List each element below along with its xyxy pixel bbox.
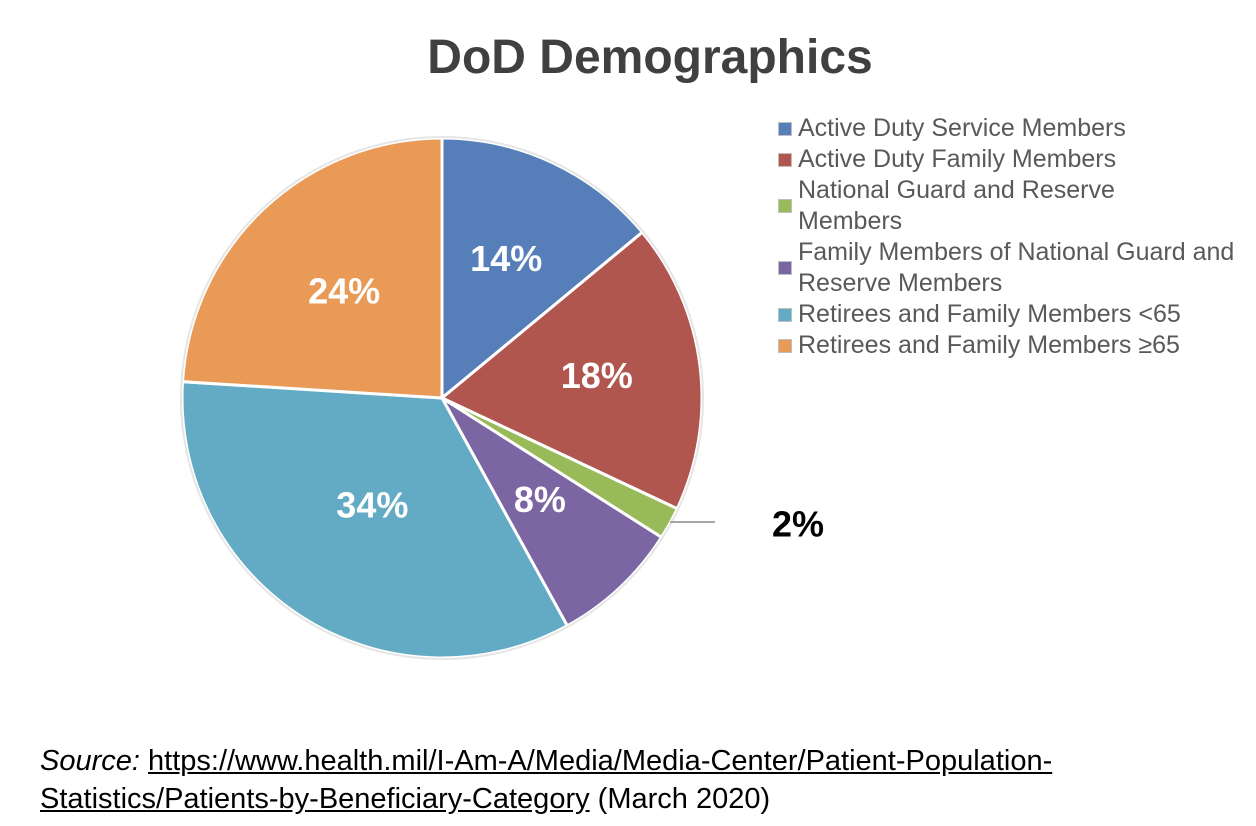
legend-label: Active Duty Family Members [798,145,1117,173]
data-label: 18% [561,355,633,396]
chart-title: DoD Demographics [427,31,873,84]
data-label: 24% [308,270,380,311]
data-label: 8% [514,479,566,520]
data-label: 34% [336,484,408,525]
legend-label: National Guard and Reserve Members [798,176,1115,235]
pie-outline [180,136,704,660]
legend-label: Family Members of National Guard and Res… [798,238,1235,297]
pie-data-labels: 14% 18% 2% 8% 34% 24% [308,238,824,544]
legend-item: Family Members of National Guard and Res… [778,237,1248,299]
pie-slice [440,396,664,628]
legend-item: Active Duty Service Members [778,113,1248,144]
pie-slice [180,136,444,400]
legend-swatch [778,152,792,167]
data-label: 2% [772,504,824,545]
source-note: Source: https://www.health.mil/I-Am-A/Me… [40,742,1230,818]
legend: Active Duty Service Members Active Duty … [778,113,1248,361]
pie-slice [180,380,570,660]
legend-swatch [778,199,792,213]
legend-swatch [778,261,792,275]
source-prefix: Source: [40,745,140,777]
pie-slices [180,136,704,660]
pie-slice [439,230,704,511]
legend-swatch [778,338,792,353]
data-label: 14% [470,238,542,279]
pie-slice [440,136,645,402]
legend-item: Retirees and Family Members <65 [778,299,1248,330]
legend-item: National Guard and Reserve Members [778,175,1248,237]
legend-label: Active Duty Service Members [798,114,1126,142]
legend-label: Retirees and Family Members ≥65 [798,331,1180,359]
legend-item: Retirees and Family Members ≥65 [778,330,1248,361]
legend-item: Active Duty Family Members [778,144,1248,175]
legend-swatch [778,307,792,322]
source-link[interactable]: https://www.health.mil/I-Am-A/Media/Medi… [40,745,1053,815]
legend-label: Retirees and Family Members <65 [798,300,1181,328]
legend-swatch [778,121,792,136]
source-suffix: (March 2020) [597,783,771,815]
